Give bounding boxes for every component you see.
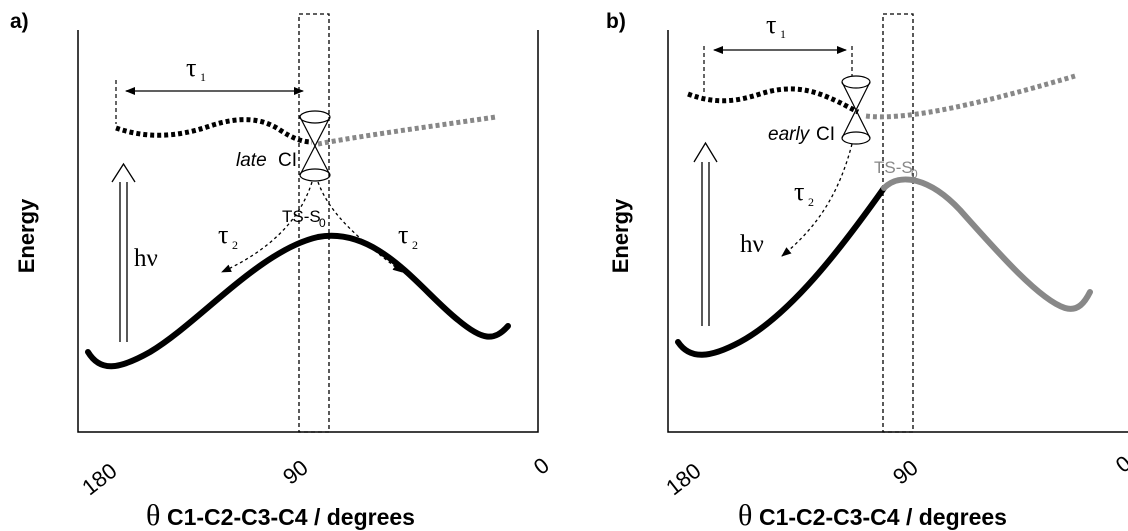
panel-b-x-label-text: C1-C2-C3-C4 / degrees	[759, 504, 1007, 530]
panel-a-theta-symbol: θ	[146, 499, 160, 531]
panel-a-excited-state-dotted	[115, 117, 313, 145]
svg-text:τ: τ	[766, 10, 776, 39]
svg-text:0: 0	[911, 167, 918, 181]
panel-a-excited-product-dotted	[317, 114, 497, 147]
svg-text:τ: τ	[218, 220, 228, 249]
panel-b: b) Energy 180 90 0 θ C1-C2-C3-C4 / degre…	[606, 10, 1128, 531]
panel-b-ts-label: TS-S 0	[874, 158, 918, 181]
panel-b-hv-label: hν	[740, 231, 764, 258]
svg-text:2: 2	[412, 238, 418, 252]
panel-a-ts-column	[298, 13, 330, 433]
panel-a-x-axis-label: θ C1-C2-C3-C4 / degrees	[146, 499, 415, 531]
svg-text:TS-S: TS-S	[282, 207, 321, 226]
panel-b-ground-state-curve	[675, 185, 887, 358]
panel-b-tick-180: 180	[661, 458, 705, 500]
panel-b-label: b)	[606, 10, 626, 33]
panel-a-hv-label: hν	[134, 245, 158, 272]
panel-b-excited-state-dotted	[687, 86, 860, 115]
panel-b-conical-intersection-icon	[841, 75, 871, 145]
svg-text:τ: τ	[186, 53, 196, 82]
svg-text:1: 1	[780, 27, 786, 41]
panel-b-tick-0: 0	[1111, 450, 1128, 477]
panel-a-tau2-left-arrow	[221, 181, 313, 273]
panel-a-tau1-label: τ 1	[186, 53, 206, 84]
panel-a-ts-label: TS-S 0	[282, 207, 326, 230]
panel-a-label: a)	[10, 10, 29, 33]
svg-text:2: 2	[808, 195, 814, 209]
svg-text:2: 2	[232, 238, 238, 252]
svg-text:τ: τ	[398, 220, 408, 249]
svg-text:0: 0	[319, 216, 326, 230]
panel-a-tick-0: 0	[529, 452, 554, 479]
panel-b-tick-90: 90	[888, 455, 923, 490]
svg-text:1: 1	[200, 70, 206, 84]
svg-text:CI: CI	[816, 124, 835, 145]
panel-a-tau2-right-arrow	[317, 181, 403, 273]
panel-b-axes	[667, 30, 1128, 433]
svg-text:CI: CI	[278, 150, 297, 171]
panel-b-x-axis-label: θ C1-C2-C3-C4 / degrees	[738, 499, 1007, 531]
svg-text:late: late	[236, 150, 267, 171]
panel-b-product-branch-curve	[881, 176, 1093, 312]
panel-b-tau2-label: τ 2	[794, 177, 814, 209]
panel-b-theta-symbol: θ	[738, 499, 752, 531]
panel-a-tick-180: 180	[77, 458, 121, 500]
panel-a-tick-90: 90	[278, 455, 313, 490]
panel-a-ci-label: late CI	[236, 150, 297, 171]
panel-a-excitation-arrow	[111, 162, 136, 342]
panel-a-conical-intersection-icon	[299, 110, 331, 182]
panel-a-tau2-right-label: τ 2	[398, 220, 418, 252]
panel-b-ts-column	[882, 13, 914, 433]
panel-b-excited-product-dotted	[865, 73, 1076, 120]
panel-a-x-label-text: C1-C2-C3-C4 / degrees	[167, 504, 415, 530]
panel-b-y-axis-label: Energy	[608, 198, 633, 273]
panel-b-ci-label: early CI	[768, 124, 835, 145]
panel-b-tau2-arrow	[781, 143, 853, 257]
svg-text:TS-S: TS-S	[874, 158, 913, 177]
panel-a-ground-state-curve	[85, 232, 511, 370]
panel-b-tau1-label: τ 1	[766, 10, 786, 41]
panel-a-tau2-left-label: τ 2	[218, 220, 238, 252]
svg-text:τ: τ	[794, 177, 804, 206]
svg-text:early: early	[768, 124, 811, 145]
panel-a-y-axis-label: Energy	[14, 198, 39, 273]
panel-b-excitation-arrow	[693, 141, 718, 326]
panel-a: a) Energy 180 90 0 θ C1-C2-C3-C4 / degre…	[10, 10, 554, 531]
panel-a-axes	[77, 30, 539, 433]
